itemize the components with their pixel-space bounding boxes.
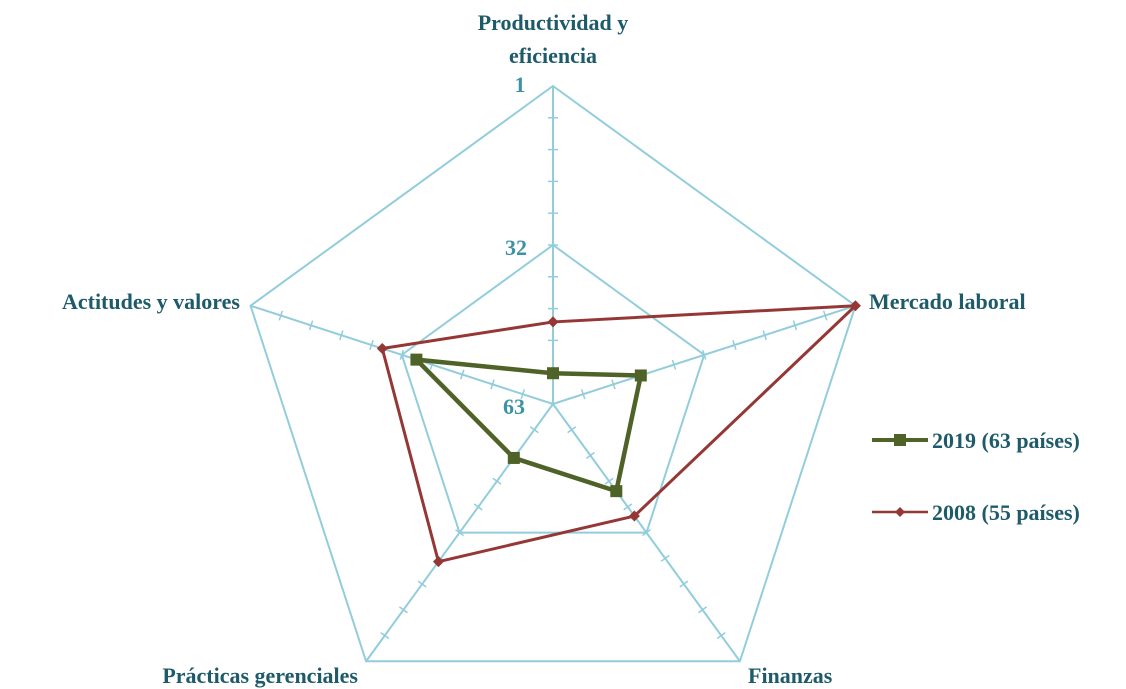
series-layer [376, 300, 861, 568]
axis-tick [339, 330, 344, 341]
grid-outer-ring [249, 84, 857, 663]
axis-tick [822, 310, 828, 321]
axis-tick [679, 580, 689, 588]
series-line-2008 [380, 304, 857, 564]
data-point-2008 [432, 556, 444, 568]
axis-tick [567, 426, 577, 434]
axis-tick [660, 554, 670, 562]
axis-tick [641, 529, 651, 537]
legend-marker-2019 [894, 434, 906, 446]
axis-tick [308, 320, 314, 331]
data-point-2008 [849, 300, 861, 312]
axis-tick [762, 330, 767, 341]
axis-tick [492, 477, 502, 485]
data-point-2008 [628, 510, 640, 522]
series-line-2019 [414, 357, 644, 494]
axis-tick [604, 477, 614, 485]
axis-tick [278, 310, 284, 321]
axis-tick [455, 529, 465, 537]
axis-tick [716, 631, 726, 640]
legend-item-2019: 2019 (63 países) [872, 428, 1080, 453]
axis-tick [698, 606, 708, 614]
axis-tick [701, 349, 707, 360]
legend-label-2019: 2019 (63 países) [932, 428, 1080, 453]
tick-label-63: 63 [503, 394, 525, 419]
data-point-2019 [547, 367, 559, 380]
legend-marker-2008 [895, 507, 905, 517]
category-label-productividad-line1: Productividad y [478, 10, 629, 35]
tick-label-32: 32 [505, 235, 527, 260]
axis-tick [671, 359, 677, 370]
data-point-2019 [410, 353, 423, 366]
axis-tick [529, 426, 539, 434]
axis-tick [623, 503, 633, 511]
legend: 2019 (63 países) 2008 (55 países) [872, 428, 1080, 525]
category-label-productividad-line2: eficiencia [509, 43, 597, 68]
axis-tick [792, 320, 798, 331]
tick-label-1: 1 [515, 72, 526, 97]
axis-tick [580, 389, 586, 400]
category-label-practicas-gerenciales: Prácticas gerenciales [162, 663, 358, 688]
axis-tick [520, 389, 526, 400]
grid-inner-ring [400, 243, 706, 534]
data-point-2019 [610, 485, 623, 498]
axis-tick [417, 580, 427, 588]
category-label-actitudes: Actitudes y valores [62, 289, 240, 314]
axis-tick [732, 340, 737, 351]
axis-tick [380, 631, 390, 640]
data-point-2008 [547, 316, 559, 328]
category-label-finanzas: Finanzas [748, 663, 833, 688]
axis-tick [611, 379, 616, 390]
axis-tick [399, 349, 405, 360]
axis-tick [490, 379, 495, 390]
axis-tick [398, 606, 408, 614]
data-point-2019 [507, 451, 520, 464]
axis-tick [585, 451, 595, 459]
axis-tick [460, 369, 465, 380]
axis-tick [369, 340, 374, 351]
legend-item-2008: 2008 (55 países) [872, 500, 1080, 525]
axis-tick [473, 503, 483, 511]
data-point-2008 [376, 343, 388, 355]
legend-label-2008: 2008 (55 países) [932, 500, 1080, 525]
data-point-2019 [634, 369, 647, 382]
category-label-mercado-laboral: Mercado laboral [869, 289, 1026, 314]
